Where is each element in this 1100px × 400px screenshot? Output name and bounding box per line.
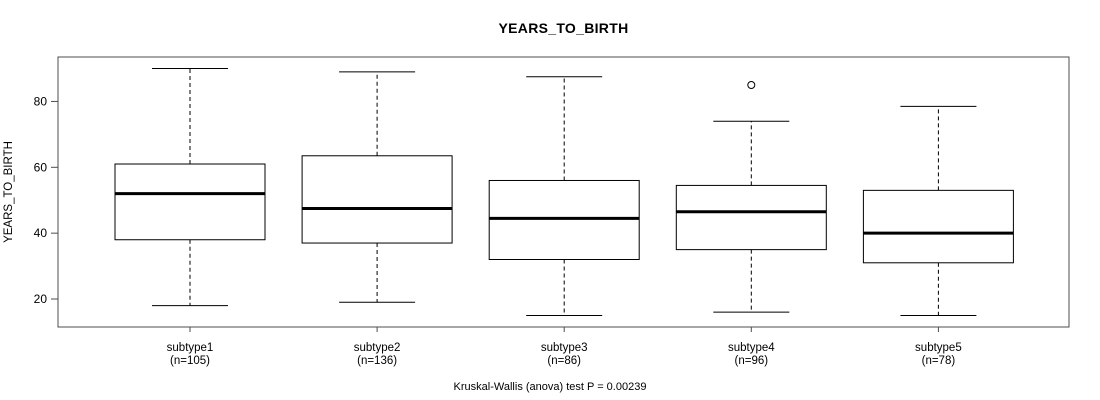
stat-test-caption: Kruskal-Wallis (anova) test P = 0.00239	[453, 381, 647, 393]
x-group-label: subtype3	[541, 342, 588, 354]
y-tick-label: 80	[34, 94, 48, 108]
box-group-subtype2: subtype2(n=136)	[301, 71, 453, 367]
x-group-sublabel: (n=136)	[357, 355, 397, 367]
plot-frame	[57, 56, 1070, 328]
x-group-sublabel: (n=105)	[170, 355, 210, 367]
x-group-label: subtype2	[354, 342, 401, 354]
y-tick-label: 60	[34, 160, 48, 174]
box-group-subtype4: subtype4(n=96)	[675, 80, 827, 367]
box-group-subtype5: subtype5(n=78)	[862, 105, 1014, 367]
x-group-label: subtype1	[167, 342, 214, 354]
iqr-box	[862, 189, 1014, 264]
x-group-sublabel: (n=86)	[547, 355, 581, 367]
x-group-label: subtype4	[728, 342, 775, 354]
box-group-subtype3: subtype3(n=86)	[488, 76, 640, 367]
iqr-box	[114, 163, 266, 241]
x-group-label: subtype5	[915, 342, 962, 354]
iqr-box	[488, 179, 640, 261]
outlier-point	[747, 80, 756, 89]
iqr-box	[675, 184, 827, 251]
y-tick-label: 40	[34, 226, 48, 240]
x-group-sublabel: (n=96)	[735, 355, 769, 367]
y-tick-label: 20	[34, 292, 48, 306]
iqr-box	[301, 155, 453, 244]
chart-title: YEARS_TO_BIRTH	[498, 20, 629, 36]
box-group-subtype1: subtype1(n=105)	[114, 68, 266, 367]
x-group-sublabel: (n=78)	[922, 355, 956, 367]
